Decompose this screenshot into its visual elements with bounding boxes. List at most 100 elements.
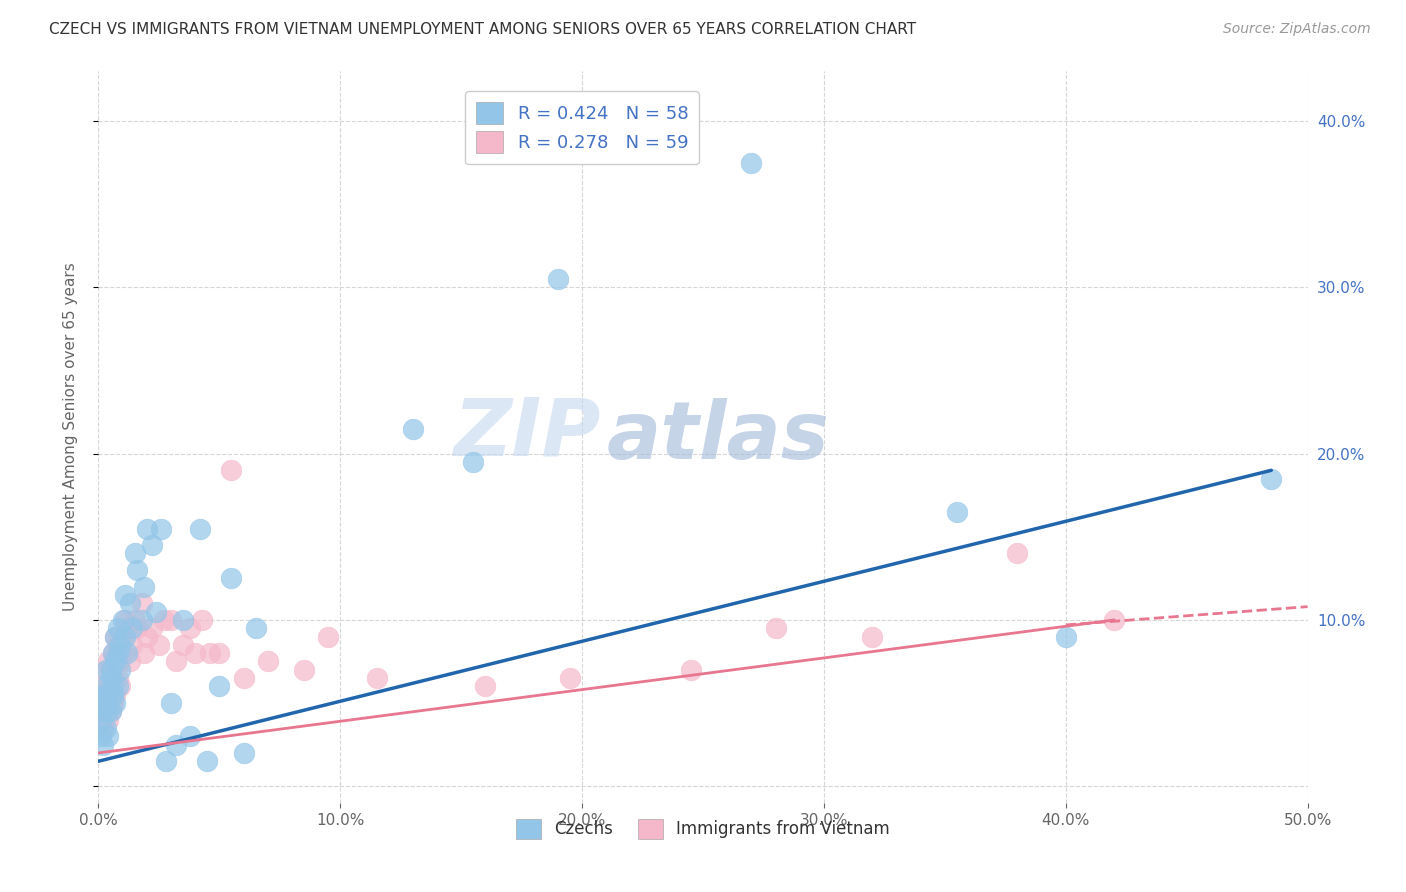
Point [114, 630, 136, 644]
Point [90, 729, 112, 743]
Point [1102, 613, 1125, 627]
Point [104, 630, 127, 644]
Point [148, 638, 170, 652]
Point [100, 663, 122, 677]
Point [94, 663, 117, 677]
Point [107, 621, 129, 635]
Point [124, 546, 146, 560]
Point [97, 680, 120, 694]
Point [101, 680, 124, 694]
Point [946, 505, 969, 519]
Point [208, 680, 231, 694]
Point [108, 638, 131, 652]
Point [366, 671, 388, 685]
Point [108, 663, 131, 677]
Point [94, 721, 117, 735]
Point [474, 680, 496, 694]
Point [740, 155, 762, 169]
Point [108, 655, 131, 669]
Point [111, 613, 134, 627]
Point [100, 705, 122, 719]
Point [108, 680, 131, 694]
Point [100, 680, 122, 694]
Point [188, 521, 211, 535]
Point [145, 605, 167, 619]
Point [127, 621, 149, 635]
Point [90, 713, 112, 727]
Point [104, 688, 127, 702]
Legend: Czechs, Immigrants from Vietnam: Czechs, Immigrants from Vietnam [509, 812, 897, 846]
Point [121, 638, 143, 652]
Point [107, 638, 129, 652]
Point [179, 729, 201, 743]
Point [94, 680, 117, 694]
Point [232, 671, 254, 685]
Y-axis label: Unemployment Among Seniors over 65 years: Unemployment Among Seniors over 65 years [63, 263, 77, 611]
Point [91, 705, 114, 719]
Point [91, 696, 114, 710]
Point [111, 646, 134, 660]
Point [150, 521, 173, 535]
Point [97, 713, 120, 727]
Point [111, 630, 134, 644]
Point [101, 671, 124, 685]
Point [97, 729, 120, 743]
Point [101, 688, 124, 702]
Point [184, 646, 207, 660]
Point [114, 613, 136, 627]
Point [141, 621, 163, 635]
Point [100, 671, 122, 685]
Point [107, 671, 129, 685]
Point [94, 696, 117, 710]
Point [155, 754, 177, 768]
Point [91, 738, 114, 752]
Point [221, 463, 243, 477]
Point [91, 688, 114, 702]
Point [179, 621, 201, 635]
Point [134, 646, 156, 660]
Point [107, 680, 129, 694]
Point [198, 646, 221, 660]
Point [292, 663, 315, 677]
Point [107, 655, 129, 669]
Point [97, 705, 120, 719]
Text: CZECH VS IMMIGRANTS FROM VIETNAM UNEMPLOYMENT AMONG SENIORS OVER 65 YEARS CORREL: CZECH VS IMMIGRANTS FROM VIETNAM UNEMPLO… [49, 22, 917, 37]
Point [152, 613, 174, 627]
Point [679, 663, 702, 677]
Point [118, 655, 141, 669]
Point [463, 455, 485, 469]
Point [135, 630, 157, 644]
Point [1054, 630, 1077, 644]
Text: ZIP: ZIP [453, 394, 600, 473]
Point [100, 663, 122, 677]
Point [765, 621, 787, 635]
Point [94, 688, 117, 702]
Point [91, 680, 114, 694]
Point [101, 646, 124, 660]
Point [160, 696, 183, 710]
Point [94, 705, 117, 719]
Point [208, 646, 231, 660]
Point [117, 646, 139, 660]
Point [104, 696, 127, 710]
Point [101, 646, 124, 660]
Point [90, 688, 112, 702]
Point [91, 721, 114, 735]
Point [165, 655, 187, 669]
Point [172, 613, 194, 627]
Point [124, 613, 146, 627]
Point [114, 588, 136, 602]
Point [141, 538, 163, 552]
Point [131, 596, 153, 610]
Point [134, 580, 156, 594]
Point [101, 696, 124, 710]
Text: atlas: atlas [606, 398, 830, 476]
Point [165, 738, 187, 752]
Point [131, 613, 153, 627]
Point [97, 655, 120, 669]
Point [547, 272, 569, 286]
Point [160, 613, 183, 627]
Point [97, 688, 120, 702]
Point [117, 621, 139, 635]
Point [195, 754, 218, 768]
